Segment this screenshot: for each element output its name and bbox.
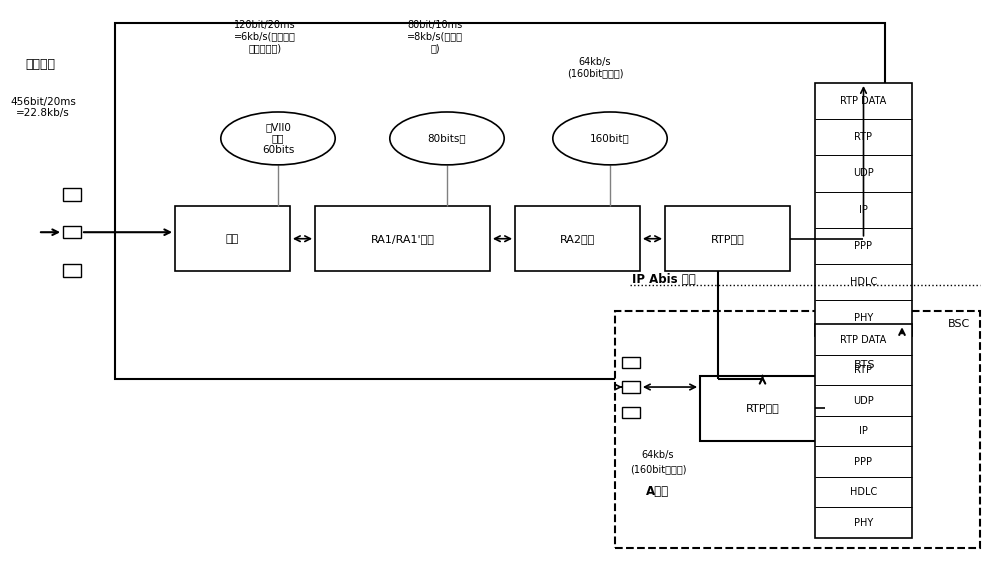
Text: PPP: PPP (854, 241, 872, 251)
Text: RTP转换: RTP转换 (746, 403, 779, 413)
Text: 64kb/s
(160bit数据帧): 64kb/s (160bit数据帧) (567, 56, 623, 78)
Bar (115, 23, 885, 379)
Text: RA1/RA1'转换: RA1/RA1'转换 (371, 234, 434, 244)
Bar (700, 376, 825, 441)
Text: HDLC: HDLC (850, 277, 877, 287)
Bar (615, 311, 980, 548)
Bar (815, 324, 912, 538)
Text: UDP: UDP (853, 168, 874, 179)
Text: UDP: UDP (853, 396, 874, 406)
Text: 456bit/20ms
=22.8kb/s: 456bit/20ms =22.8kb/s (10, 97, 76, 118)
Text: A接口: A接口 (646, 485, 670, 498)
Text: IP: IP (859, 426, 868, 436)
Text: 译码: 译码 (226, 234, 239, 244)
Bar (315, 206, 490, 271)
Bar (815, 83, 912, 336)
Text: (160bit数据帧): (160bit数据帧) (630, 464, 686, 474)
Text: RTP DATA: RTP DATA (840, 334, 887, 345)
Bar (622, 407, 640, 418)
Text: PPP: PPP (854, 457, 872, 467)
Bar (63, 188, 81, 201)
Text: BSC: BSC (948, 319, 970, 329)
Bar (622, 357, 640, 368)
Bar (63, 264, 81, 277)
Text: PHY: PHY (854, 518, 873, 528)
Text: IP: IP (859, 205, 868, 215)
Text: 160bit帧: 160bit帧 (590, 133, 630, 144)
Text: RTP: RTP (854, 365, 872, 375)
Bar (665, 206, 790, 271)
Text: PHY: PHY (854, 313, 873, 323)
Text: RA2转换: RA2转换 (560, 234, 595, 244)
Bar (515, 206, 640, 271)
Text: 64kb/s: 64kb/s (642, 450, 674, 460)
Text: 80bit/10ms
=8kb/s(中间速
率): 80bit/10ms =8kb/s(中间速 率) (407, 20, 463, 53)
Text: RTP DATA: RTP DATA (840, 96, 887, 106)
Text: HDLC: HDLC (850, 487, 877, 497)
Bar (63, 226, 81, 238)
Text: BTS: BTS (854, 360, 875, 370)
Text: 空中接口: 空中接口 (25, 58, 55, 72)
Text: IP Abis 接口: IP Abis 接口 (632, 273, 696, 286)
Text: RTP转换: RTP转换 (711, 234, 744, 244)
Bar (175, 206, 290, 271)
Text: 80bits帧: 80bits帧 (428, 133, 466, 144)
Bar (622, 381, 640, 393)
Text: 120bit/20ms
=6kb/s(信道解码
器输出速率): 120bit/20ms =6kb/s(信道解码 器输出速率) (234, 20, 296, 53)
Text: 帧VII0
修正
60bits: 帧VII0 修正 60bits (262, 122, 294, 155)
Text: RTP: RTP (854, 132, 872, 142)
